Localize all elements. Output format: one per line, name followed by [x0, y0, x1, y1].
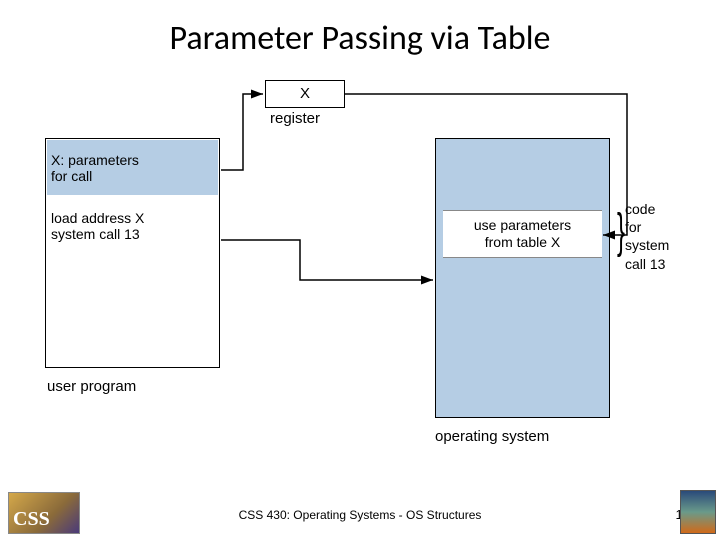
register-label: register	[270, 110, 320, 127]
book-cover-icon	[680, 490, 716, 534]
arrow-params-to-x	[221, 94, 263, 170]
operating-system-label: operating system	[435, 428, 549, 445]
operating-system-box	[435, 138, 610, 418]
parameter-passing-diagram: X register X: parameters for call load a…	[45, 80, 675, 440]
footer-text: CSS 430: Operating Systems - OS Structur…	[0, 508, 720, 522]
arrow-syscall-to-os	[221, 240, 433, 280]
user-program-label: user program	[47, 378, 136, 395]
params-for-call-band: X: parameters for call	[47, 140, 218, 195]
x-register-box: X	[265, 80, 345, 108]
load-address-text: load address X system call 13	[51, 210, 144, 242]
curly-brace-icon: }	[617, 208, 625, 256]
use-parameters-box: use parameters from table X	[443, 210, 602, 258]
slide-title: Parameter Passing via Table	[0, 18, 720, 59]
css-logo-text: CSS	[13, 508, 50, 531]
code-for-syscall-label: code for system call 13	[625, 200, 675, 273]
css-logo: CSS	[8, 492, 80, 534]
